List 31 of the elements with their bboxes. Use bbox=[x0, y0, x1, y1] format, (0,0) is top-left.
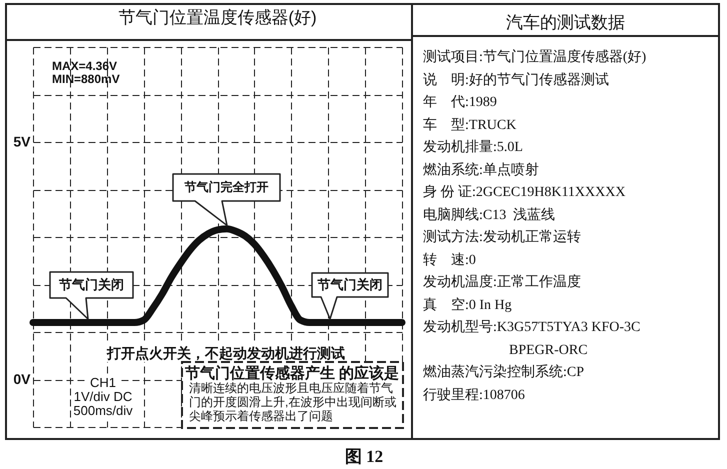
caption: 图 12 bbox=[344, 446, 384, 467]
text: 燃油蒸汽污染控制系统:CP bbox=[423, 363, 584, 382]
text: 发动机型号:K3G57T5TYA3 KFO-3C BPEGR-ORC bbox=[423, 318, 642, 360]
annotation: 打开点火开关，不起动发动机进行测试 bbox=[105, 344, 347, 362]
text: 转 速:0 bbox=[423, 252, 477, 270]
text: 真 空:0 In Hg bbox=[423, 296, 513, 314]
text: 测试项目:节气门位置温度传感器(好) bbox=[423, 48, 646, 67]
annotation: MAX=4.36V bbox=[52, 59, 118, 73]
text: 发动机温度:正常工作温度 bbox=[423, 273, 581, 292]
text: 测试方法:发动机正常运转 bbox=[423, 228, 581, 247]
annotation: 节气门位置传感器产生 的应该是 bbox=[184, 364, 400, 382]
text: 说 明:好的节气门传感器测试 bbox=[423, 71, 609, 90]
annotation: 500ms/div bbox=[71, 403, 135, 419]
annotation: 清晰连续的电压波形且电压应随着节气门的开度圆滑上升,在波形中出现间断或尖峰预示着传感器出了问题 bbox=[189, 381, 398, 423]
text: 身 份 证:2GCEC19H8K11XXXXX bbox=[423, 184, 626, 202]
annotation: 节气门完全打开 bbox=[184, 180, 268, 195]
text: 汽车的测试数据 bbox=[506, 12, 625, 34]
y-tick-label: 0V bbox=[13, 371, 32, 387]
annotation: 1V/div DC bbox=[72, 389, 134, 405]
annotation: MIN=880mV bbox=[52, 72, 120, 86]
text: 发动机排量:5.0L bbox=[423, 138, 524, 157]
text: 燃油系统:单点喷射 bbox=[423, 161, 539, 180]
annotation: 节气门关闭 bbox=[59, 277, 124, 293]
text: 电脑脚线:C13 浅蓝线 bbox=[423, 206, 556, 224]
text: 行驶里程:108706 bbox=[423, 386, 526, 404]
annotation: CH1 bbox=[88, 375, 118, 391]
chart-title: 节气门位置温度传感器(好) bbox=[118, 8, 317, 27]
y-tick-label: 5V bbox=[13, 134, 32, 150]
text: 车 型:TRUCK bbox=[423, 116, 518, 134]
annotation: 节气门关闭 bbox=[318, 277, 382, 293]
text: 年 代:1989 bbox=[423, 94, 498, 112]
